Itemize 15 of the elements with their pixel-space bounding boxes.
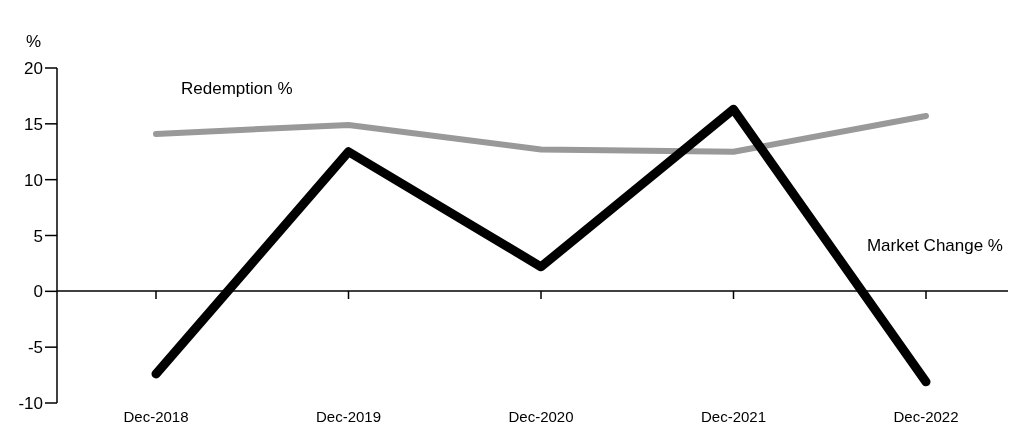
series-label: Market Change %: [866, 235, 1003, 255]
y-tick-label: -5: [27, 338, 43, 358]
y-tick-label: 10: [24, 170, 43, 190]
y-tick-label: -10: [18, 394, 43, 414]
y-tick-label: 0: [33, 282, 43, 302]
y-tick-label: 5: [33, 226, 43, 246]
x-tick-label: Dec-2022: [893, 407, 959, 425]
y-tick-label: 20: [24, 59, 43, 79]
x-tick-label: Dec-2019: [315, 407, 382, 425]
y-axis-title: %: [26, 32, 42, 52]
series-label: Redemption %: [181, 78, 293, 98]
x-tick-label: Dec-2018: [123, 407, 189, 425]
x-tick-label: Dec-2020: [508, 407, 574, 425]
y-tick-label: 15: [24, 114, 43, 134]
x-tick-label: Dec-2021: [700, 407, 767, 425]
